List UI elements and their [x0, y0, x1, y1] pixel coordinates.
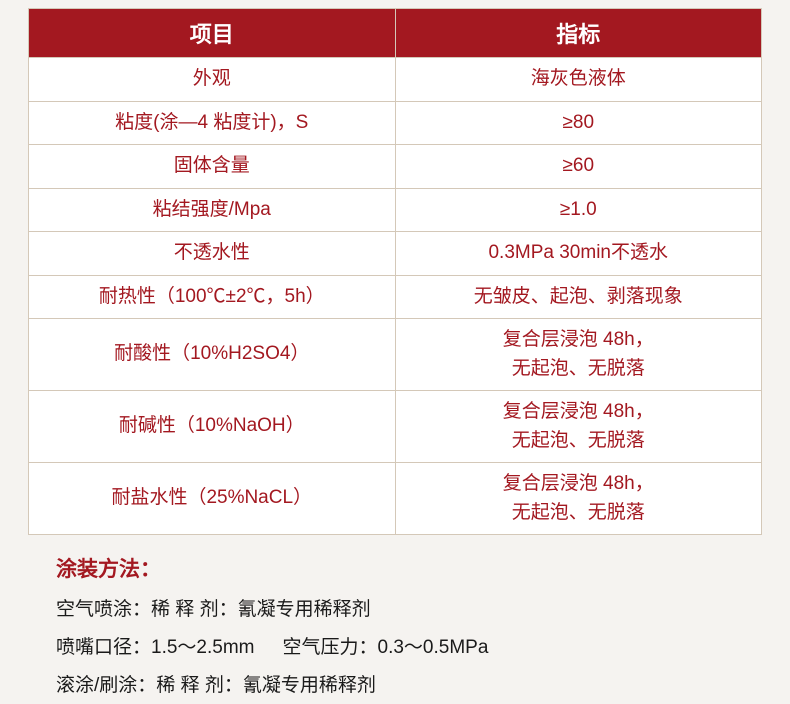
- spec-table-body: 外观 海灰色液体 粘度(涂—4 粘度计)，S ≥80 固体含量 ≥60 粘结强度…: [29, 58, 762, 535]
- cell-spec: ≥80: [395, 101, 762, 145]
- header-item: 项目: [29, 9, 396, 58]
- header-spec: 指标: [395, 9, 762, 58]
- cell-spec: ≥60: [395, 145, 762, 189]
- cell-spec: 复合层浸泡 48h，无起泡、无脱落: [395, 319, 762, 391]
- note-value: 0.3～0.5MPa: [378, 637, 489, 658]
- note-value: 1.5～2.5mm: [151, 637, 254, 658]
- table-row: 耐酸性（10%H2SO4） 复合层浸泡 48h，无起泡、无脱落: [29, 319, 762, 391]
- note-label: 稀 释 剂：: [151, 599, 238, 620]
- note-label: 滚涂/刷涂：: [56, 675, 156, 696]
- table-row: 不透水性 0.3MPa 30min不透水: [29, 232, 762, 276]
- cell-item: 不透水性: [29, 232, 396, 276]
- cell-spec: 海灰色液体: [395, 58, 762, 102]
- note-value: 氰凝专用稀释剂: [243, 675, 376, 696]
- notes-line: 滚涂/刷涂：稀 释 剂：氰凝专用稀释剂: [56, 669, 762, 703]
- notes-line: 空气喷涂：稀 释 剂：氰凝专用稀释剂: [56, 593, 762, 627]
- table-row: 耐碱性（10%NaOH） 复合层浸泡 48h，无起泡、无脱落: [29, 391, 762, 463]
- cell-spec: 复合层浸泡 48h，无起泡、无脱落: [395, 391, 762, 463]
- cell-item: 粘度(涂—4 粘度计)，S: [29, 101, 396, 145]
- cell-spec: ≥1.0: [395, 188, 762, 232]
- table-row: 耐热性（100℃±2℃，5h） 无皱皮、起泡、剥落现象: [29, 275, 762, 319]
- cell-item: 粘结强度/Mpa: [29, 188, 396, 232]
- cell-item: 耐热性（100℃±2℃，5h）: [29, 275, 396, 319]
- note-label: 空气压力：: [283, 637, 378, 658]
- notes-title: 涂装方法：: [56, 553, 762, 583]
- cell-spec: 无皱皮、起泡、剥落现象: [395, 275, 762, 319]
- notes-section: 涂装方法： 空气喷涂：稀 释 剂：氰凝专用稀释剂 喷嘴口径：1.5～2.5mm空…: [28, 553, 762, 704]
- cell-item: 耐碱性（10%NaOH）: [29, 391, 396, 463]
- table-row: 耐盐水性（25%NaCL） 复合层浸泡 48h，无起泡、无脱落: [29, 463, 762, 535]
- table-row: 固体含量 ≥60: [29, 145, 762, 189]
- cell-item: 外观: [29, 58, 396, 102]
- table-row: 粘结强度/Mpa ≥1.0: [29, 188, 762, 232]
- cell-item: 耐酸性（10%H2SO4）: [29, 319, 396, 391]
- note-label: 空气喷涂：: [56, 599, 151, 620]
- cell-item: 固体含量: [29, 145, 396, 189]
- cell-spec: 0.3MPa 30min不透水: [395, 232, 762, 276]
- cell-item: 耐盐水性（25%NaCL）: [29, 463, 396, 535]
- table-row: 外观 海灰色液体: [29, 58, 762, 102]
- notes-line: 喷嘴口径：1.5～2.5mm 空气压力：0.3～0.5MPa: [56, 631, 762, 665]
- note-value: 氰凝专用稀释剂: [238, 599, 371, 620]
- note-label: 稀 释 剂：: [156, 675, 243, 696]
- spec-table: 项目 指标 外观 海灰色液体 粘度(涂—4 粘度计)，S ≥80 固体含量 ≥6…: [28, 8, 762, 535]
- note-label: 喷嘴口径：: [56, 637, 151, 658]
- table-row: 粘度(涂—4 粘度计)，S ≥80: [29, 101, 762, 145]
- cell-spec: 复合层浸泡 48h，无起泡、无脱落: [395, 463, 762, 535]
